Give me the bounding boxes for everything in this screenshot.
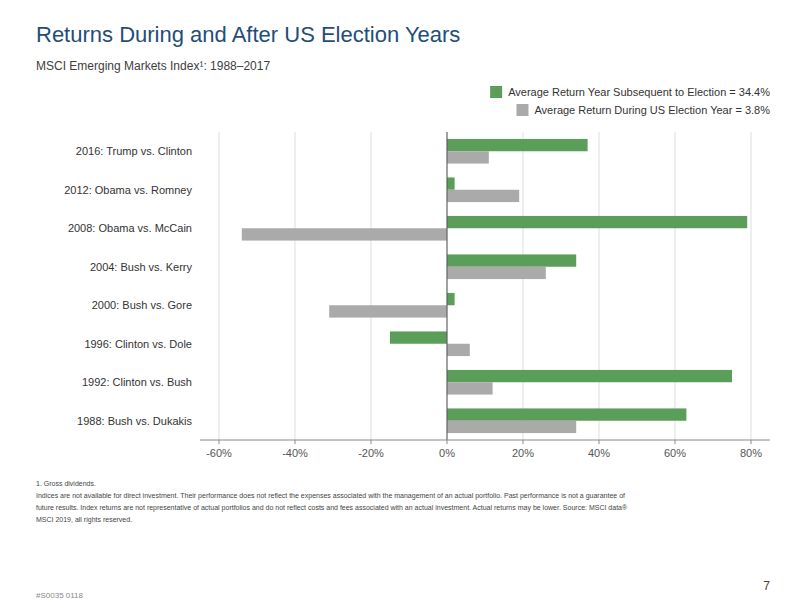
category-label: 2012: Obama vs. Romney — [64, 184, 192, 196]
bar — [447, 254, 576, 266]
grid-line — [675, 132, 676, 440]
bar — [447, 216, 747, 228]
bar — [447, 139, 588, 151]
footnote-id: #S0035 0118 — [36, 591, 84, 600]
footnote: future results. Index returns are not re… — [36, 504, 628, 512]
bar — [242, 228, 447, 240]
subtitle: MSCI Emerging Markets Index¹: 1988–2017 — [36, 59, 270, 73]
footnote: MSCI 2019, all rights reserved. — [36, 516, 132, 524]
tick-mark — [447, 440, 448, 444]
bar — [447, 151, 489, 163]
y-axis: 2016: Trump vs. Clinton 2012: Obama vs. R… — [64, 145, 192, 427]
legend-swatch — [490, 86, 502, 98]
bar — [447, 408, 686, 420]
tick-label: -40% — [282, 447, 308, 459]
tick-mark — [371, 440, 372, 444]
legend-swatch — [516, 104, 528, 116]
tick-mark — [219, 440, 220, 444]
category-label: 1988: Bush vs. Dukakis — [77, 415, 192, 427]
category-label: 2004: Bush vs. Kerry — [90, 261, 193, 273]
bar — [329, 305, 447, 317]
bar — [447, 344, 470, 356]
tick-label: -20% — [358, 447, 384, 459]
bar — [447, 190, 519, 202]
bar — [447, 382, 493, 394]
tick-label: 80% — [740, 447, 762, 459]
grid-line — [295, 132, 296, 440]
zero-line — [447, 132, 448, 440]
category-label: 2016: Trump vs. Clinton — [76, 145, 192, 157]
category-label: 2008: Obama vs. McCain — [68, 222, 192, 234]
bar — [390, 331, 447, 343]
category-label: 2000: Bush vs. Gore — [92, 299, 192, 311]
tick-label: 60% — [664, 447, 686, 459]
footnotes: 1. Gross dividends. Indices are not avail… — [36, 480, 628, 524]
x-axis-line — [200, 440, 770, 441]
tick-label: -60% — [206, 447, 232, 459]
tick-label: 40% — [588, 447, 610, 459]
tick-mark — [523, 440, 524, 444]
tick-mark — [295, 440, 296, 444]
title: Returns During and After US Election Yea… — [36, 22, 460, 47]
category-label: 1992: Clinton vs. Bush — [82, 376, 192, 388]
category-label: 1996: Clinton vs. Dole — [84, 338, 192, 350]
chart: Returns During and After US Election Yea… — [0, 0, 792, 612]
grid — [219, 132, 751, 440]
footnote: Indices are not available for direct inv… — [36, 492, 625, 500]
tick-mark — [599, 440, 600, 444]
grid-line — [371, 132, 372, 440]
legend-label: Average Return During US Election Year =… — [534, 104, 770, 116]
legend-label: Average Return Year Subsequent to Electi… — [508, 86, 770, 98]
tick-label: 0% — [439, 447, 455, 459]
grid-line — [447, 132, 448, 440]
grid-line — [751, 132, 752, 440]
bar — [447, 177, 455, 189]
page-number: 7 — [763, 579, 770, 593]
footnote: 1. Gross dividends. — [36, 480, 96, 487]
legend: Average Return Year Subsequent to Electi… — [490, 86, 770, 116]
grid-line — [523, 132, 524, 440]
background — [0, 0, 792, 612]
tick-mark — [675, 440, 676, 444]
bar — [447, 293, 455, 305]
grid-line — [599, 132, 600, 440]
grid-line — [219, 132, 220, 440]
bars — [242, 139, 747, 433]
tick-mark — [751, 440, 752, 444]
tick-label: 20% — [512, 447, 534, 459]
bar — [447, 370, 732, 382]
bar — [447, 421, 576, 433]
x-axis: -60% -40% -20% 0% 20% 40% 60% 80% — [206, 440, 762, 459]
bar — [447, 267, 546, 279]
